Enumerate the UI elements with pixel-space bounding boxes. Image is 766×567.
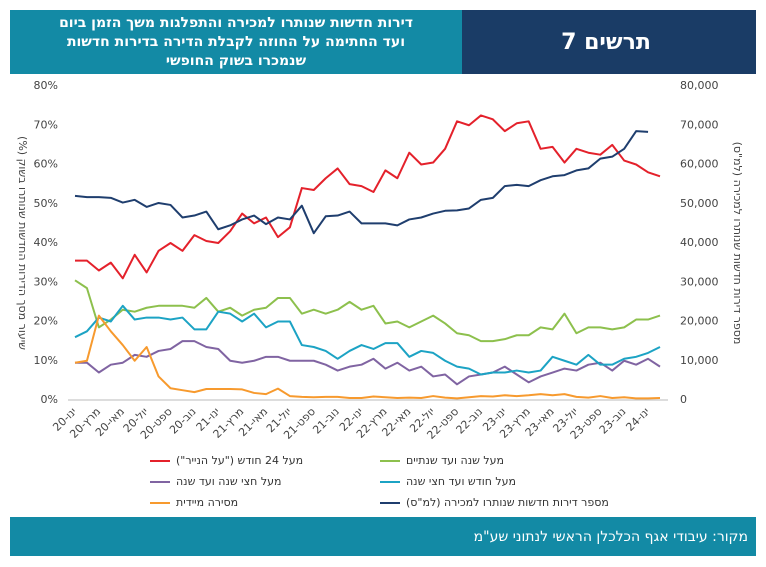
- y-tick-label: 20%: [34, 315, 58, 328]
- legend-label: מעל שנה ועד שנתיים: [406, 454, 504, 467]
- y2-tick-label: 40,000: [680, 236, 719, 249]
- y2-tick-label: 30,000: [680, 275, 719, 288]
- title-line: ועד החתימה על החוזה לקבלת הדירה בדירות ח…: [67, 34, 405, 50]
- y-tick-label: 70%: [34, 118, 58, 131]
- x-tick-label: נוב-22: [454, 405, 486, 437]
- y-tick-label: 30%: [34, 275, 58, 288]
- x-tick-label: ינו-24: [623, 405, 652, 434]
- series-line: [74, 304, 661, 376]
- y2-tick-label: 80,000: [680, 79, 719, 92]
- title-box: [10, 10, 462, 74]
- footer-box: [10, 517, 756, 556]
- legend-label: מעל חודש ועד חצי שנה: [406, 475, 516, 488]
- y2-tick-label: 50,000: [680, 197, 719, 210]
- x-tick-label: נוב-21: [310, 405, 342, 437]
- legend-label: מעל 24 חודש ("על הנייר"): [176, 454, 303, 467]
- legend-label: מסירה מיידית: [176, 496, 238, 509]
- title-line: דירות חדשות שנותרו למכירה והתפלגות משך ה…: [59, 15, 413, 31]
- series-line: [75, 114, 661, 280]
- y-tick-label: 60%: [34, 158, 58, 171]
- series-line: [74, 279, 661, 343]
- y-tick-label: 80%: [34, 79, 58, 92]
- y2-axis-title: מספר דירות חדשות שנותרו למכירה (למ"ס): [731, 142, 744, 345]
- number-box: [462, 10, 756, 74]
- series-line: [74, 314, 661, 400]
- x-tick-label: נוב-20: [167, 405, 199, 437]
- y2-tick-label: 0: [680, 393, 687, 406]
- series-line: [74, 130, 649, 235]
- chart-number: תרשים 7: [561, 30, 651, 55]
- y-axis-title: שיעור מסך הדירות החדשות שנותרו בשוק (%): [16, 136, 29, 350]
- legend-label: מספר דירות חדשות שנותרו למכירה (למ"ס): [406, 496, 609, 509]
- y2-tick-label: 20,000: [680, 315, 719, 328]
- source: מקור: עיבודי אגף הכלכלן הראשי לנתוני שע"…: [474, 529, 748, 545]
- y-tick-label: 40%: [34, 236, 58, 249]
- y2-tick-label: 70,000: [680, 118, 719, 131]
- legend-label: מעל חצי שנה ועד שנה: [176, 475, 281, 488]
- series-line: [75, 340, 661, 386]
- y-tick-label: 50%: [34, 197, 58, 210]
- x-tick-label: נוב-23: [597, 405, 629, 437]
- y-tick-label: 10%: [34, 354, 58, 367]
- y2-tick-label: 10,000: [680, 354, 719, 367]
- y-tick-label: 0%: [41, 393, 58, 406]
- y2-tick-label: 60,000: [680, 158, 719, 171]
- title-line: שנמכרו בשוק החופשי: [166, 53, 307, 69]
